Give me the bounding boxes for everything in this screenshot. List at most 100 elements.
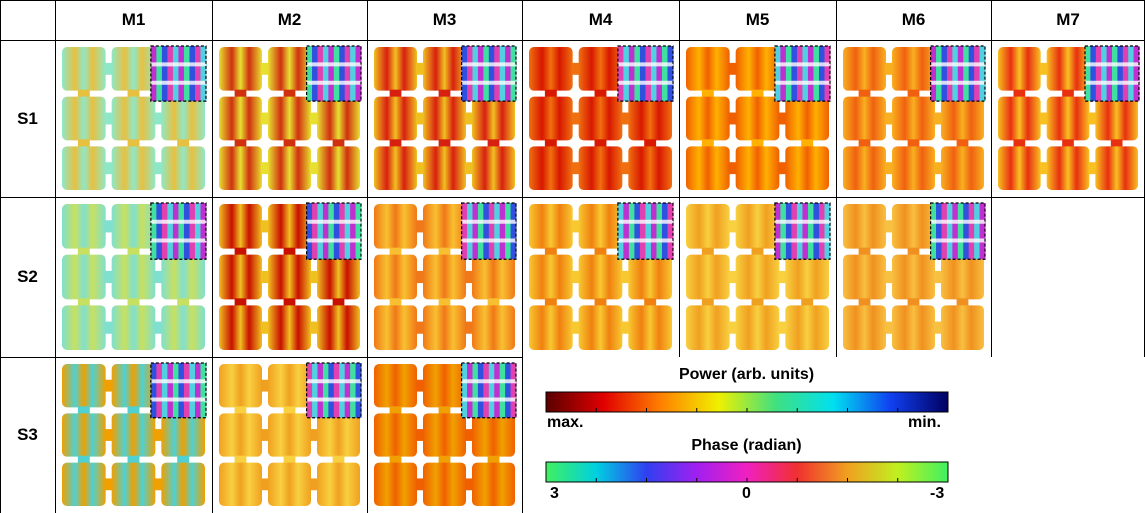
block bbox=[423, 204, 466, 249]
field-image bbox=[59, 361, 208, 509]
bridge bbox=[1040, 63, 1048, 75]
block bbox=[736, 305, 780, 350]
block bbox=[843, 97, 886, 141]
inset-gap bbox=[307, 62, 361, 66]
bridge bbox=[78, 90, 90, 98]
bridge bbox=[778, 322, 786, 334]
table-rule bbox=[679, 0, 680, 357]
inset-stripe bbox=[808, 46, 814, 101]
bridge bbox=[235, 90, 247, 98]
inset-stripe bbox=[786, 46, 792, 101]
bridge bbox=[105, 113, 113, 125]
block bbox=[317, 97, 360, 141]
bridge bbox=[128, 298, 140, 306]
bridge bbox=[390, 248, 402, 256]
block bbox=[892, 305, 935, 350]
inset-stripe bbox=[167, 46, 173, 101]
inset-stripe bbox=[505, 363, 511, 418]
block bbox=[219, 47, 262, 91]
column-header: M1 bbox=[55, 0, 212, 40]
block bbox=[219, 305, 262, 350]
bridge bbox=[105, 162, 113, 174]
bridge bbox=[78, 406, 90, 414]
inset-stripe bbox=[780, 203, 786, 259]
inset-stripe bbox=[178, 203, 184, 259]
bridge bbox=[885, 113, 893, 125]
inset-stripe bbox=[494, 46, 500, 101]
inset-stripe bbox=[307, 46, 313, 101]
power-right: min. bbox=[908, 414, 941, 432]
bridge bbox=[752, 298, 764, 306]
inset-gap bbox=[151, 62, 206, 66]
bridge bbox=[545, 139, 557, 147]
inset-stripe bbox=[483, 46, 489, 101]
inset-stripe bbox=[1107, 46, 1113, 101]
bridge bbox=[439, 139, 451, 147]
inset-stripe bbox=[312, 46, 318, 101]
bridge bbox=[128, 139, 140, 147]
inset-stripe bbox=[489, 363, 495, 418]
block bbox=[892, 97, 935, 141]
inset-gap bbox=[307, 81, 361, 85]
block bbox=[628, 255, 672, 300]
bridge bbox=[261, 113, 269, 125]
phase-bar bbox=[545, 461, 950, 483]
inset-stripe bbox=[505, 46, 511, 101]
inset-stripe bbox=[317, 46, 323, 101]
table-rule bbox=[0, 40, 1145, 41]
inset-stripe bbox=[936, 203, 942, 259]
field-image bbox=[371, 44, 518, 193]
power-bar bbox=[545, 391, 950, 413]
block bbox=[62, 146, 106, 190]
table-rule bbox=[0, 197, 1145, 198]
bridge bbox=[105, 322, 113, 334]
inset-stripe bbox=[618, 203, 624, 259]
inset-stripe bbox=[483, 203, 489, 259]
inset-stripe bbox=[1128, 46, 1134, 101]
block bbox=[686, 146, 730, 190]
bridge bbox=[778, 162, 786, 174]
inset-stripe bbox=[958, 46, 964, 101]
inset-stripe bbox=[467, 363, 473, 418]
inset-gap bbox=[462, 398, 516, 402]
bridge bbox=[284, 90, 296, 98]
inset-gap bbox=[618, 62, 673, 66]
inset-stripe bbox=[184, 46, 190, 101]
bridge bbox=[390, 298, 402, 306]
inset-stripe bbox=[195, 363, 201, 418]
inset-stripe bbox=[323, 363, 329, 418]
bridge bbox=[416, 478, 424, 490]
field-image bbox=[995, 44, 1141, 193]
inset-stripe bbox=[472, 363, 478, 418]
block bbox=[686, 204, 730, 249]
bridge bbox=[284, 248, 296, 256]
inset-stripe bbox=[623, 203, 629, 259]
bridge bbox=[934, 322, 942, 334]
block bbox=[1047, 146, 1090, 190]
bridge bbox=[128, 90, 140, 98]
block bbox=[317, 413, 360, 456]
block bbox=[317, 463, 360, 506]
inset-stripe bbox=[323, 46, 329, 101]
block bbox=[112, 413, 156, 456]
bridge bbox=[572, 162, 580, 174]
inset-stripe bbox=[963, 203, 969, 259]
bridge bbox=[644, 139, 656, 147]
bridge bbox=[310, 429, 318, 441]
inset-stripe bbox=[640, 203, 646, 259]
inset-stripe bbox=[813, 46, 819, 101]
inset-stripe bbox=[941, 46, 947, 101]
inset-stripe bbox=[775, 203, 781, 259]
bridge bbox=[128, 248, 140, 256]
bridge bbox=[261, 63, 269, 75]
block bbox=[736, 97, 780, 141]
inset-stripe bbox=[936, 46, 942, 101]
bridge bbox=[488, 298, 500, 306]
inset-stripe bbox=[645, 46, 651, 101]
bridge bbox=[416, 429, 424, 441]
column-header: M6 bbox=[836, 0, 991, 40]
inset-stripe bbox=[307, 363, 313, 418]
bridge bbox=[595, 90, 607, 98]
inset-stripe bbox=[1090, 46, 1096, 101]
block bbox=[472, 146, 515, 190]
